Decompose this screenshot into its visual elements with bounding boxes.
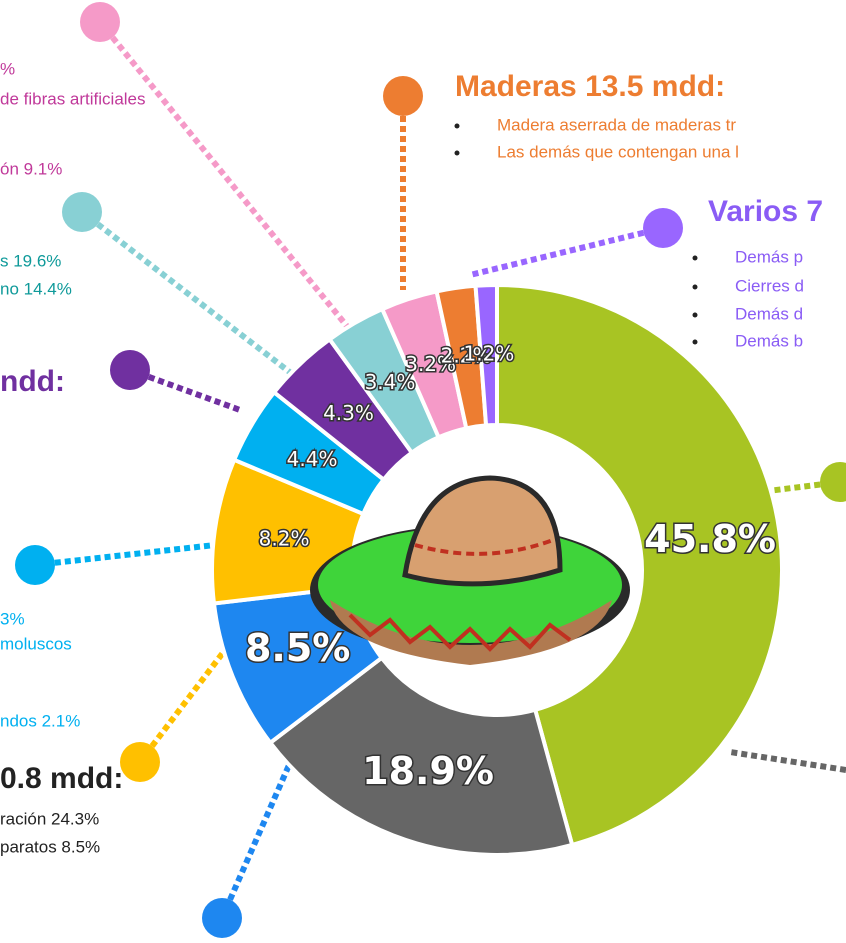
bullet (692, 255, 698, 261)
bullet (454, 123, 460, 129)
connector (97, 20, 353, 332)
dot (120, 742, 160, 782)
annotation: moluscos (0, 634, 72, 653)
bullet (692, 284, 698, 290)
annotation: ón 9.1% (0, 159, 62, 178)
dot (80, 2, 120, 42)
donut-segment (267, 655, 575, 857)
data-label: 18.9% (362, 749, 494, 793)
annotation: Demás p (735, 247, 803, 266)
annotation: Varios 7 (708, 195, 823, 228)
annotation: % (0, 59, 15, 78)
sombrero (310, 475, 630, 665)
data-label: 45.8% (644, 517, 776, 561)
connector (34, 542, 216, 568)
connector (469, 225, 664, 278)
annotation: Madera aserrada de maderas tr (497, 115, 736, 134)
annotation: Demás d (735, 304, 803, 323)
dot (383, 76, 423, 116)
annotation: ración 24.3% (0, 809, 99, 828)
annotation: ndos 2.1% (0, 711, 80, 730)
annotations: % de fibras artificiales ón 9.1% s 19.6% no … (0, 59, 823, 856)
annotation: ndd: (0, 365, 65, 398)
annotation: s 19.6% (0, 251, 61, 270)
bullet (692, 339, 698, 345)
data-label: 8.2% (259, 527, 310, 551)
annotation: 3% (0, 609, 25, 628)
dot (820, 462, 846, 502)
bullet (692, 312, 698, 318)
connector (219, 738, 303, 920)
data-label: 8.5% (245, 626, 350, 670)
data-label: 3.2% (405, 352, 456, 376)
connector (137, 648, 228, 764)
dot (202, 898, 242, 938)
connector (729, 749, 846, 773)
annotation: 0.8 mdd: (0, 762, 123, 795)
data-label: 4.3% (323, 401, 374, 425)
annotation: Cierres d (735, 276, 804, 295)
dot (15, 545, 55, 585)
bullet (454, 150, 460, 156)
annotation: Maderas 13.5 mdd: (455, 70, 725, 103)
annotation: paratos 8.5% (0, 837, 100, 856)
annotation: Demás b (735, 331, 803, 350)
donut-segment (473, 282, 499, 428)
data-label: 2.2% (441, 344, 492, 368)
annotation: no 14.4% (0, 279, 72, 298)
dot (643, 208, 683, 248)
dots (15, 2, 846, 938)
dot (110, 350, 150, 390)
data-label: 3.4% (365, 370, 416, 394)
annotation: de fibras artificiales (0, 89, 146, 108)
donut (210, 282, 784, 857)
dot (62, 192, 102, 232)
annotation: Las demás que contengan una l (497, 142, 739, 161)
connector (80, 209, 302, 383)
donut-segment (495, 282, 784, 848)
data-label: 4.4% (287, 447, 338, 471)
data-label: 1.2% (463, 342, 514, 366)
